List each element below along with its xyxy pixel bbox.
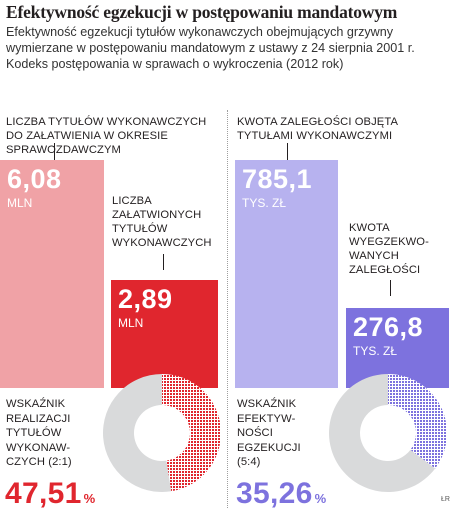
right-bar2-unit: TYS. ZŁ bbox=[353, 343, 398, 358]
right-percentage: 35,26% bbox=[236, 478, 326, 512]
right-donut-label-line: (5:4) bbox=[237, 456, 261, 468]
left-donut-label-line: REALIZACJI bbox=[6, 412, 71, 425]
right-bar2-label-line: WANYCH bbox=[349, 250, 399, 262]
left-bar1: 6,08 MLN bbox=[0, 160, 104, 388]
left-percentage: 47,51% bbox=[5, 478, 95, 512]
left-bar2-tick bbox=[163, 254, 164, 270]
left-bar1-tick bbox=[54, 143, 55, 161]
right-donut-chart bbox=[329, 374, 447, 492]
right-bar2-label-line: KWOTA bbox=[349, 222, 390, 234]
donut-value-slice bbox=[388, 374, 447, 469]
left-bar1-unit: MLN bbox=[7, 196, 33, 210]
right-bar2-label-line: ZALEGŁOŚCI bbox=[349, 264, 421, 276]
right-bar1-label: KWOTA ZALEGŁOŚCI OBJĘTA TYTUŁAMI WYKONAW… bbox=[237, 116, 398, 142]
left-donut-label-line: TYTUŁÓW bbox=[6, 427, 62, 439]
right-donut-label-line: WSKAŹNIK bbox=[237, 398, 297, 410]
chart-subtitle: Efektywność egzekucji tytułów wykonawczy… bbox=[6, 25, 415, 71]
right-bar1-unit: TYS. ZŁ bbox=[242, 196, 287, 210]
chart-title: Efektywność egzekucji w postępowaniu man… bbox=[6, 2, 398, 22]
donut-remainder-slice bbox=[329, 374, 436, 492]
left-bar2-label-line: WYKONAWCZYCH bbox=[112, 237, 212, 249]
left-bar2-unit: MLN bbox=[118, 315, 144, 330]
right-donut-label-line: EFEKTYW- bbox=[237, 412, 296, 425]
right-bar2-label-line: WYEGZEKWO- bbox=[349, 236, 429, 248]
left-bar2-label-line: TYTUŁÓW bbox=[112, 223, 168, 235]
right-bar1-tick bbox=[287, 143, 288, 161]
left-bar2-label: LICZBA ZAŁATWIONYCH TYTUŁÓW WYKONAWCZYCH bbox=[112, 194, 226, 250]
right-donut-label-line: EGZEKUCJI bbox=[237, 441, 301, 454]
left-bar1-label: LICZBA TYTUŁÓW WYKONAWCZYCH DO ZAŁATWIEN… bbox=[6, 116, 207, 156]
left-percentage-value: 47,51 bbox=[5, 477, 82, 510]
panel-divider bbox=[227, 110, 228, 508]
right-donut-label-line: NOŚCI bbox=[237, 427, 273, 439]
right-bar2-tick bbox=[390, 280, 391, 296]
right-percentage-sign: % bbox=[314, 491, 327, 506]
donut-remainder-slice bbox=[102, 374, 172, 492]
right-donut-label: WSKAŹNIK EFEKTYW- NOŚCI EGZEKUCJI (5:4) bbox=[237, 397, 337, 470]
left-donut-label-line: CZYCH (2:1) bbox=[6, 456, 72, 468]
left-bar2-label-line: ZAŁATWIONYCH bbox=[112, 209, 202, 221]
left-bar2-label-line: LICZBA bbox=[112, 195, 152, 207]
left-donut-chart bbox=[102, 374, 221, 492]
left-donut-label: WSKAŹNIK REALIZACJI TYTUŁÓW WYKONAW- CZY… bbox=[6, 397, 106, 470]
left-bar1-value: 6,08 bbox=[7, 164, 62, 194]
right-bar2: 276,8 TYS. ZŁ bbox=[346, 307, 449, 388]
right-percentage-value: 35,26 bbox=[236, 477, 313, 510]
left-bar2-value: 2,89 bbox=[118, 283, 173, 314]
donut-value-slice bbox=[162, 374, 221, 492]
right-bar1-value: 785,1 bbox=[242, 164, 313, 194]
left-donut-label-line: WYKONAW- bbox=[6, 441, 71, 454]
left-donut-label-line: WSKAŹNIK bbox=[6, 398, 66, 410]
right-bar2-value: 276,8 bbox=[353, 311, 424, 342]
right-bar2-label: KWOTA WYEGZEKWO- WANYCH ZALEGŁOŚCI bbox=[349, 221, 454, 277]
credit: ŁR bbox=[441, 496, 450, 503]
right-bar1: 785,1 TYS. ZŁ bbox=[235, 160, 338, 388]
left-percentage-sign: % bbox=[83, 491, 96, 506]
left-bar2: 2,89 MLN bbox=[111, 279, 218, 388]
